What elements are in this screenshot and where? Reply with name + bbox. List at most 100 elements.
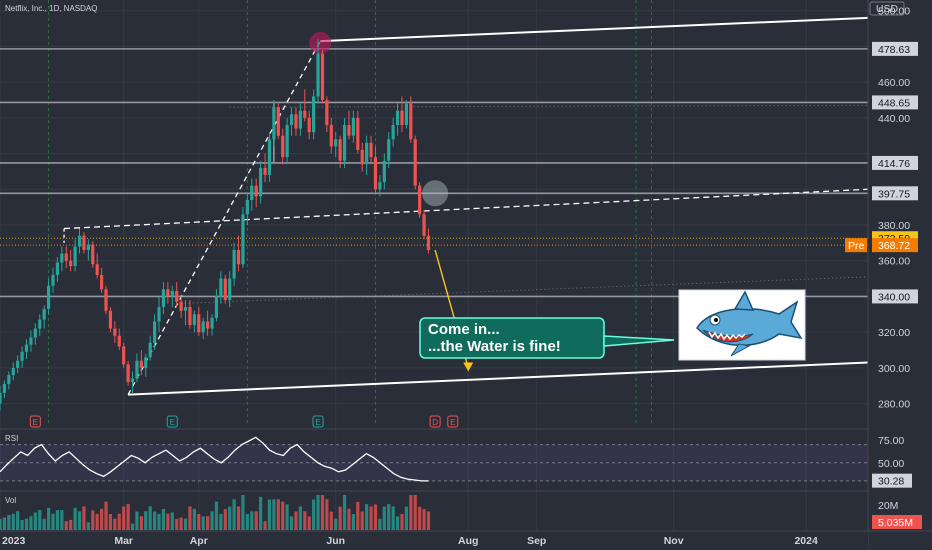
retest-marker xyxy=(422,180,449,207)
candle-body xyxy=(33,328,37,338)
volume-bar xyxy=(201,516,205,530)
y-tick: 280.00 xyxy=(878,399,910,411)
event-marker-letter: E xyxy=(33,418,38,427)
candle-body xyxy=(192,314,196,325)
volume-bar xyxy=(206,516,210,530)
volume-bar xyxy=(157,513,161,530)
candle-body xyxy=(77,235,82,247)
volume-bar xyxy=(338,506,342,530)
volume-bar xyxy=(33,512,37,530)
volume-bar xyxy=(413,495,417,530)
volume-bar xyxy=(0,518,2,530)
volume-bar xyxy=(245,513,249,530)
arrow-head xyxy=(463,362,474,372)
level-tag-text: 478.63 xyxy=(878,44,910,56)
candle-body xyxy=(183,307,188,311)
volume-bar xyxy=(267,499,272,530)
rsi-line xyxy=(0,436,429,482)
candle-body xyxy=(329,125,333,147)
event-marker-letter: E xyxy=(450,418,455,427)
volume-bar xyxy=(316,495,320,530)
candle-body xyxy=(0,392,2,404)
candle-body xyxy=(46,285,51,309)
volume-bar xyxy=(82,506,86,530)
candle-body xyxy=(422,214,426,236)
volume-bar xyxy=(104,501,108,530)
volume-bar xyxy=(188,506,192,530)
candle-body xyxy=(73,246,77,267)
candles xyxy=(0,39,431,411)
candle-body xyxy=(82,235,86,250)
candle-body xyxy=(11,367,15,375)
candle-body xyxy=(338,139,342,161)
event-marker xyxy=(29,415,41,428)
candle-body xyxy=(404,103,408,125)
event-marker-letter: E xyxy=(315,418,320,427)
chart-title: Netflix, Inc., 1D, NASDAQ xyxy=(5,4,97,13)
candle-body xyxy=(170,291,174,297)
volume-bar xyxy=(166,513,170,530)
candle-body xyxy=(153,321,157,343)
volume-bar xyxy=(99,508,104,530)
volume-bar xyxy=(38,510,42,530)
channel-top xyxy=(320,16,869,43)
volume-bar xyxy=(373,504,378,530)
candle-body xyxy=(42,308,46,320)
level-tag-text: 340.00 xyxy=(878,291,910,303)
level-tag-text: 448.65 xyxy=(878,97,910,109)
volume-bar xyxy=(210,511,214,530)
time-axis-bg xyxy=(0,531,868,550)
volume-bar xyxy=(418,506,422,530)
volume-bar xyxy=(426,511,431,530)
candle-body xyxy=(259,167,263,197)
candle-body xyxy=(135,360,139,379)
candle-body xyxy=(29,337,33,345)
currency-badge xyxy=(869,1,905,16)
volume-bar xyxy=(126,504,130,530)
dashed-mid xyxy=(64,188,869,230)
candle-body xyxy=(161,289,166,308)
candle-body xyxy=(409,103,413,140)
volume-bar xyxy=(29,516,33,530)
volume-bar xyxy=(294,511,298,530)
candle-body xyxy=(373,157,378,190)
volume-bar xyxy=(73,507,77,530)
volume-bar xyxy=(130,523,135,530)
volume-bar xyxy=(422,509,426,530)
volume-bar xyxy=(409,495,413,530)
callout-line: ...the Water is fine! xyxy=(428,338,561,355)
y-tick: 460.00 xyxy=(878,77,910,89)
volume-bar xyxy=(179,517,183,530)
volume-bar xyxy=(228,506,232,530)
volume-bar xyxy=(342,495,347,530)
candle-body xyxy=(365,142,369,165)
candle-body xyxy=(69,260,73,267)
rsi-tick: 50.00 xyxy=(878,458,904,470)
shark-icon xyxy=(696,290,803,357)
candle-body xyxy=(144,357,148,368)
dashed-rise xyxy=(127,40,321,395)
event-marker-letter: E xyxy=(170,418,175,427)
shark-fin xyxy=(733,290,755,311)
volume-bar xyxy=(334,518,338,530)
volume-bar xyxy=(214,501,219,530)
volume-bar xyxy=(250,511,254,530)
candle-body xyxy=(148,342,152,358)
level-tag xyxy=(872,289,918,304)
candle-body xyxy=(418,185,422,215)
candle-body xyxy=(139,360,143,368)
candle-body xyxy=(351,117,355,136)
volume-bar xyxy=(77,511,82,530)
volume-bar xyxy=(391,506,395,530)
event-marker xyxy=(447,415,459,428)
candle-body xyxy=(413,139,417,186)
rsi-label: RSI xyxy=(5,434,18,443)
candle-body xyxy=(86,244,90,250)
volume-bar xyxy=(259,496,263,530)
volume-bar xyxy=(387,504,391,530)
volume-bar xyxy=(404,506,408,530)
volume-bar xyxy=(197,514,201,530)
candle-body xyxy=(281,135,285,158)
price-axis-bg xyxy=(868,0,932,550)
